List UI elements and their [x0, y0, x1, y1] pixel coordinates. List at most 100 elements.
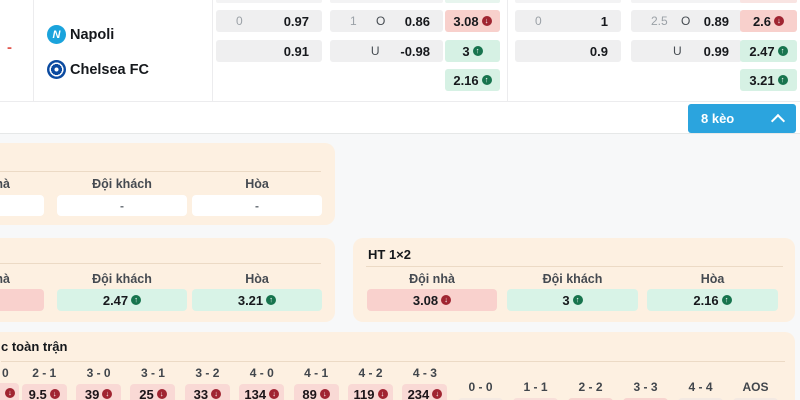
score-odds-cell[interactable]	[733, 398, 778, 400]
odds-value: 1	[600, 13, 608, 29]
trend-up-icon	[266, 295, 277, 305]
trend-down-icon	[441, 295, 452, 305]
score-column: 1 - 1	[508, 380, 563, 400]
score-odds-cell[interactable]: 119	[348, 384, 394, 400]
x12-odds-cell[interactable]: 3.08	[445, 10, 500, 32]
handicap-odds-cell[interactable]: 0 1	[515, 10, 621, 32]
score-odds-value: 25	[139, 386, 154, 400]
score-label: 2 - 2	[578, 380, 603, 394]
trend-down-icon	[211, 389, 222, 399]
odds-value: 0.91	[283, 43, 309, 59]
score-label: 4 - 1	[304, 366, 329, 380]
odds-cell-home[interactable]: 3.08	[367, 289, 497, 311]
score-label: 2 - 1	[32, 366, 57, 380]
score-odds-cell[interactable]	[568, 398, 613, 400]
score-odds-value: 234	[407, 386, 430, 400]
odds-cell-home[interactable]: -	[0, 195, 44, 216]
ou-odds-cell[interactable]: U 0.99	[631, 40, 742, 62]
chelsea-logo-icon	[47, 60, 66, 79]
odds-value: 3.21	[237, 292, 264, 308]
score-column: 3 - 0 39	[71, 366, 125, 400]
trend-up-icon	[131, 295, 142, 305]
draw-score-columns: 0 - 0 1 - 1 2 - 2 3 - 3 4 - 4 AOS	[453, 380, 783, 400]
handicap-line: 0	[535, 14, 542, 28]
score-odds-cell[interactable]	[678, 398, 723, 400]
odds-value: 3.21	[749, 72, 775, 88]
score-odds-cell[interactable]	[0, 383, 19, 400]
trend-down-icon	[377, 389, 388, 399]
ou-side: U	[370, 44, 380, 58]
trend-up-icon	[481, 75, 492, 85]
odds-cell-draw[interactable]: -	[192, 195, 322, 216]
score-column: 2 - 2	[563, 380, 618, 400]
chevron-up-icon	[770, 113, 786, 128]
ou-line: 1	[350, 14, 357, 28]
trend-down-icon	[432, 389, 443, 399]
score-label: 3 - 1	[140, 366, 165, 380]
trend-down-icon	[269, 389, 280, 399]
odds-cell-draw[interactable]: 3.21	[192, 289, 322, 311]
trend-down-icon	[481, 16, 492, 26]
odds-value: 2.16	[453, 72, 479, 88]
ou-odds-cell[interactable]: 1 O 0.86	[330, 10, 443, 32]
x12-odds-cell[interactable]: 2.6	[740, 10, 797, 32]
score-column: 4 - 1 89	[289, 366, 343, 400]
score-odds-cell[interactable]: 89	[293, 384, 339, 400]
score-odds-cell[interactable]: 9.5	[21, 384, 67, 400]
score-column: 4 - 4	[673, 380, 728, 400]
score-odds-cell[interactable]	[458, 398, 503, 400]
score-column: 3 - 3	[618, 380, 673, 400]
handicap-odds-cell[interactable]: 0.91	[216, 40, 322, 62]
odds-cell-home[interactable]	[0, 289, 44, 311]
score-odds-value: 39	[84, 386, 100, 400]
x12-odds-cell[interactable]: 3.21	[740, 69, 797, 91]
divider	[0, 101, 800, 102]
x12-odds-cell[interactable]: 2.16	[445, 69, 500, 91]
odds-cell-away[interactable]: -	[57, 195, 187, 216]
x12-odds-cell[interactable]: 2.47	[740, 40, 797, 62]
home-score-columns: 2 - 1 9.5 3 - 0 39 3 - 1 25 3 - 2 33	[17, 366, 452, 400]
score-odds-cell[interactable]: 234	[402, 384, 448, 400]
ou-odds-cell[interactable]: 2.5 O 0.89	[631, 10, 742, 32]
score-column: 4 - 2 119	[343, 366, 397, 400]
prev-row-remnant	[445, 0, 500, 3]
score-odds-cell[interactable]	[513, 398, 558, 400]
trend-up-icon	[721, 295, 732, 305]
odds-value: 0.99	[703, 43, 729, 59]
handicap-odds-cell[interactable]: 0 0.97	[216, 10, 322, 32]
score-odds-cell[interactable]: 39	[76, 384, 122, 400]
trend-down-icon	[102, 389, 113, 399]
ou-line: 2.5	[651, 14, 668, 28]
score-odds-cell[interactable]: 134	[239, 384, 285, 400]
ou-odds-cell[interactable]: U -0.98	[330, 40, 443, 62]
odds-value: 0.9	[589, 43, 608, 59]
trend-up-icon	[777, 75, 788, 85]
handicap-odds-cell[interactable]: 0.9	[515, 40, 621, 62]
score-odds-cell[interactable]: 33	[184, 384, 230, 400]
divider	[33, 0, 34, 101]
home-team-name[interactable]: Napoli	[70, 27, 115, 43]
odds-cell-away[interactable]: 3	[507, 289, 638, 311]
column-header-home: Đội nhà	[0, 272, 10, 286]
score-odds-value: 134	[244, 386, 267, 400]
prev-row-remnant	[740, 0, 797, 3]
column-header-away: Đội khách	[92, 272, 152, 286]
expand-markets-button[interactable]: 8 kèo	[688, 104, 796, 133]
score-odds-cell[interactable]: 25	[130, 384, 176, 400]
score-odds-value: 33	[193, 386, 209, 400]
trend-up-icon	[572, 295, 583, 305]
away-team-name[interactable]: Chelsea FC	[70, 62, 149, 78]
odds-value: -	[120, 198, 124, 213]
column-header-draw: Hòa	[245, 177, 269, 191]
score-label: 3 - 2	[195, 366, 220, 380]
odds-cell-draw[interactable]: 2.16	[647, 289, 778, 311]
column-header-away: Đội khách	[542, 272, 603, 286]
score-label: 0 - 0	[468, 380, 493, 394]
prev-row-remnant	[216, 0, 322, 3]
odds-value: -	[255, 198, 259, 213]
score-odds-cell[interactable]	[623, 398, 668, 400]
odds-cell-away[interactable]: 2.47	[57, 289, 187, 311]
x12-odds-cell[interactable]: 3	[445, 40, 500, 62]
odds-value: -0.98	[400, 43, 430, 59]
score-odds-value: 9.5	[28, 386, 47, 400]
